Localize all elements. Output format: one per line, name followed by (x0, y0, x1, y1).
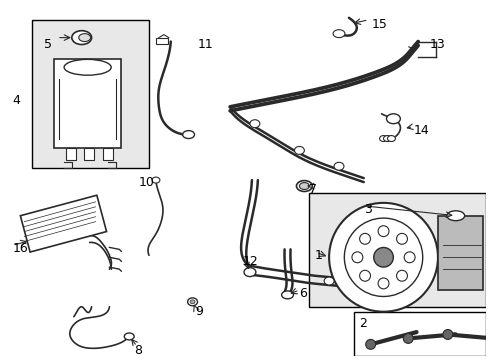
Bar (437, 216, 483, 290)
Ellipse shape (386, 114, 400, 124)
Circle shape (373, 247, 392, 267)
Bar (353, 312, 486, 356)
Text: 9: 9 (195, 305, 203, 318)
Ellipse shape (190, 300, 195, 304)
Ellipse shape (64, 59, 111, 75)
Ellipse shape (187, 298, 197, 306)
Ellipse shape (386, 136, 395, 141)
Ellipse shape (72, 31, 91, 45)
Ellipse shape (79, 33, 90, 41)
Ellipse shape (383, 136, 391, 141)
Ellipse shape (244, 268, 255, 276)
Bar (20, 195, 106, 252)
Circle shape (377, 278, 388, 289)
Text: 15: 15 (371, 18, 387, 31)
Ellipse shape (124, 333, 134, 340)
Circle shape (377, 226, 388, 237)
Circle shape (403, 333, 412, 343)
Text: 2: 2 (358, 317, 366, 330)
Circle shape (396, 270, 407, 281)
Ellipse shape (249, 120, 259, 128)
Text: 4: 4 (12, 94, 20, 107)
Ellipse shape (281, 291, 293, 299)
Bar (66, 148, 76, 160)
Circle shape (328, 203, 437, 312)
Circle shape (359, 270, 370, 281)
Bar (32, 20, 149, 168)
Ellipse shape (152, 177, 160, 183)
Text: 6: 6 (299, 287, 306, 300)
Text: 14: 14 (412, 124, 428, 137)
Circle shape (396, 233, 407, 244)
Bar (309, 193, 486, 307)
Circle shape (404, 252, 414, 263)
Circle shape (359, 233, 370, 244)
Text: 10: 10 (139, 176, 155, 189)
Ellipse shape (446, 211, 464, 221)
Ellipse shape (294, 147, 304, 154)
Ellipse shape (324, 277, 333, 285)
Text: 12: 12 (243, 255, 258, 268)
Text: 13: 13 (429, 37, 445, 51)
Bar (103, 148, 113, 160)
Circle shape (365, 339, 375, 349)
Bar (83, 148, 93, 160)
Text: 5: 5 (44, 37, 52, 51)
Circle shape (344, 218, 422, 297)
Bar (54, 59, 121, 148)
Text: 8: 8 (134, 345, 142, 357)
Ellipse shape (296, 181, 312, 192)
Bar (156, 37, 167, 44)
Circle shape (351, 252, 362, 263)
Ellipse shape (333, 162, 343, 170)
Ellipse shape (332, 30, 344, 37)
Text: 16: 16 (12, 242, 28, 256)
Ellipse shape (183, 131, 194, 139)
Circle shape (442, 329, 452, 339)
Text: 11: 11 (197, 37, 213, 51)
Text: 3: 3 (363, 203, 371, 216)
Text: 7: 7 (309, 183, 317, 196)
Ellipse shape (379, 136, 386, 141)
Text: 1: 1 (314, 249, 322, 262)
Ellipse shape (299, 183, 309, 189)
